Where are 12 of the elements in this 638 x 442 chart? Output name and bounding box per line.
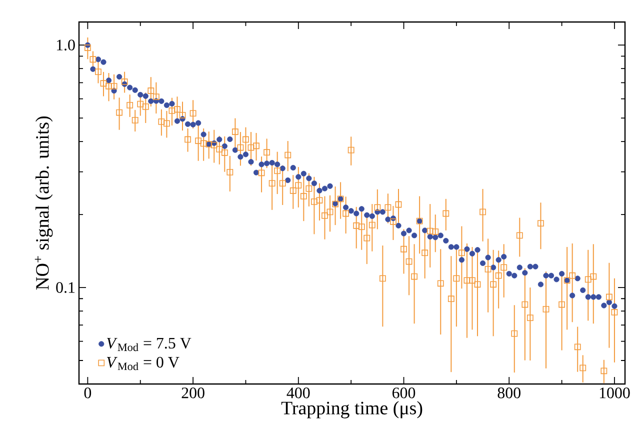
x-tick-label: 600 (392, 388, 416, 398)
x-tick-label: 0 (84, 388, 92, 398)
x-axis-title: Trapping time (μs) (281, 401, 422, 418)
y-axis-title: NO$^{+}$ signal (arb. units) (34, 116, 53, 290)
legend-label: V$_{Mod}$ = 7.5 V (106, 338, 192, 352)
x-tick-label: 200 (182, 388, 204, 398)
legend-label: V$_{Mod}$ = 0 V (106, 356, 180, 370)
x-tick-label: 400 (286, 388, 310, 398)
y-tick-label: 0.1 (56, 282, 75, 293)
x-tick-label: 1000 (600, 388, 630, 398)
y-tick-label: 1.0 (56, 40, 75, 50)
x-tick-label: 800 (498, 388, 520, 398)
